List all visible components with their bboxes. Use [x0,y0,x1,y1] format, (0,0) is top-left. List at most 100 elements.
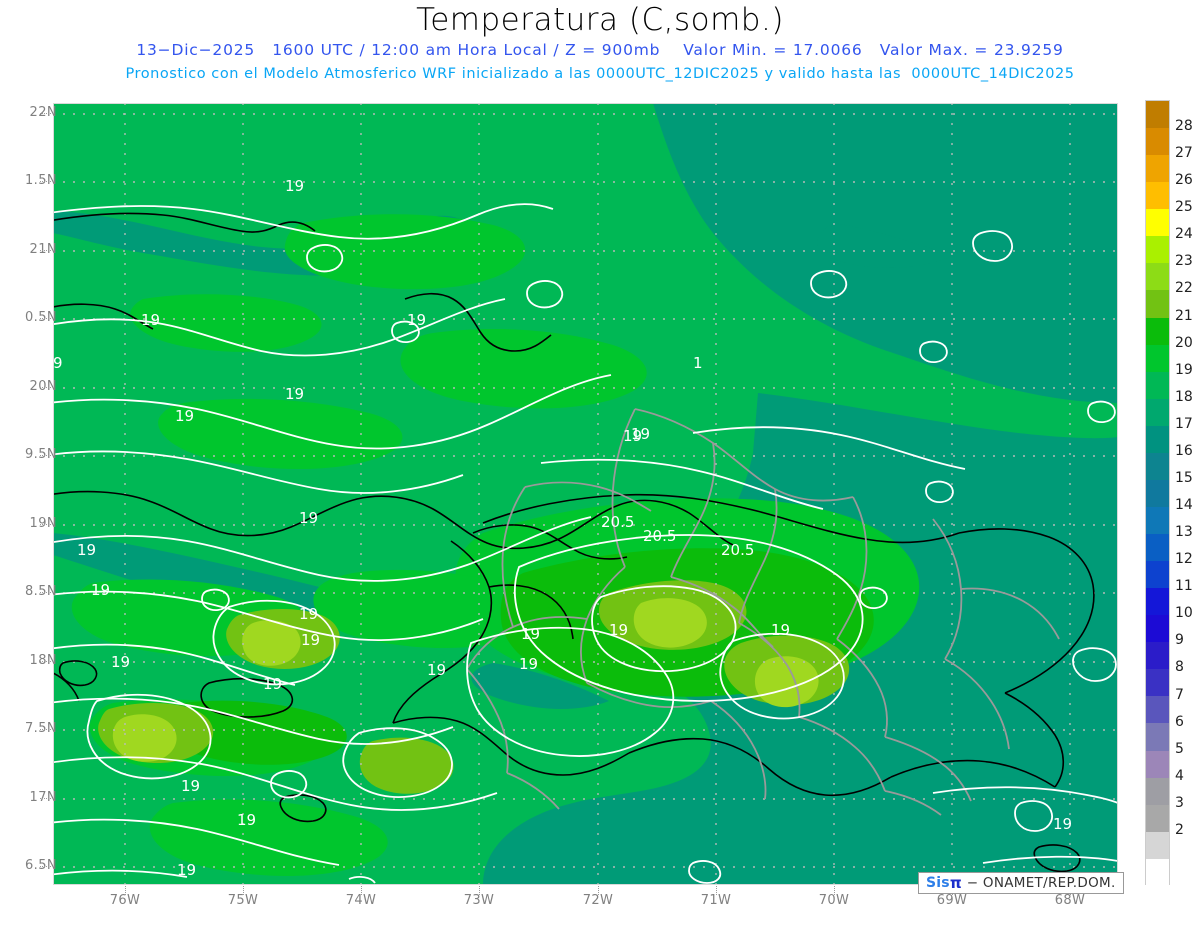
svg-text:19: 19 [299,509,318,527]
colorbar-band-4 [1146,777,1169,805]
colorbar-tick-15: 15 [1175,469,1193,486]
lat-label: 20N [29,379,57,394]
svg-text:19: 19 [177,861,196,879]
colorbar-band-9 [1146,642,1169,670]
colorbar-tick-11: 11 [1175,578,1193,595]
lat-label: 0.5N [25,310,57,325]
colorbar-band-8 [1146,669,1169,697]
svg-text:19: 19 [285,385,304,403]
colorbar-band-14 [1146,506,1169,534]
onamet-logo-badge: Sis π − ONAMET/REP.DOM. [918,872,1124,894]
province-border-layer [466,408,1060,816]
colorbar-tick-26: 26 [1175,172,1193,189]
colorbar-band-24 [1146,236,1169,264]
lat-tick [40,661,51,662]
lat-tick [40,798,51,799]
lat-label: 22N [29,105,57,120]
temperature-field-svg: 19 19 19 19 19 19 19 19 19 19 19 19 19 1… [53,103,1118,885]
colorbar-tick-17: 17 [1175,415,1193,432]
colorbar-tick-13: 13 [1175,524,1193,541]
svg-text:19: 19 [299,605,318,623]
lon-tick [243,886,244,895]
lon-label: 72W [582,893,614,908]
lat-tick [40,387,51,388]
svg-text:20.5: 20.5 [601,513,634,531]
colorbar-tick-5: 5 [1175,740,1184,757]
lon-label: 70W [818,893,850,908]
colorbar-tick-18: 18 [1175,388,1193,405]
colorbar-band-29 [1146,101,1169,129]
colorbar-tick-7: 7 [1175,686,1184,703]
svg-text:19: 19 [301,631,320,649]
lat-tick [40,866,51,867]
lon-tick [479,886,480,895]
lon-tick [834,886,835,895]
lat-tick [40,455,51,456]
colorbar[interactable] [1145,100,1170,886]
lat-label: 18N [29,653,57,668]
colorbar-tick-4: 4 [1175,767,1184,784]
svg-text:19: 19 [285,177,304,195]
svg-text:19: 19 [1053,815,1072,833]
svg-text:19: 19 [609,621,628,639]
colorbar-band-15 [1146,479,1169,507]
colorbar-band-1 [1146,858,1169,886]
colorbar-band-25 [1146,209,1169,237]
svg-text:19: 19 [263,675,282,693]
colorbar-band-13 [1146,534,1169,562]
svg-text:20.5: 20.5 [721,541,754,559]
svg-text:19: 19 [175,407,194,425]
lat-label: 17N [29,790,57,805]
colorbar-band-6 [1146,723,1169,751]
svg-text:19: 19 [141,311,160,329]
colorbar-tick-3: 3 [1175,794,1184,811]
colorbar-tick-16: 16 [1175,442,1193,459]
weather-map-plot[interactable]: 19 19 19 19 19 19 19 19 19 19 19 19 19 1… [53,103,1118,885]
colorbar-tick-12: 12 [1175,551,1193,568]
lon-label: 74W [345,893,377,908]
forecast-meta-line: 13−Dic−2025 1600 UTC / 12:00 am Hora Loc… [136,41,1064,59]
coastline-layer [53,212,1095,873]
colorbar-tick-9: 9 [1175,632,1184,649]
svg-text:19: 19 [77,541,96,559]
colorbar-band-19 [1146,371,1169,399]
lat-label: 19N [29,516,57,531]
logo-sis-text: Sis [926,875,950,891]
lon-label: 68W [1054,893,1086,908]
colorbar-band-27 [1146,155,1169,183]
colorbar-tick-28: 28 [1175,118,1193,135]
colorbar-tick-14: 14 [1175,497,1193,514]
logo-org-text: − ONAMET/REP.DOM. [966,875,1116,891]
svg-text:19: 19 [181,777,200,795]
colorbar-tick-21: 21 [1175,307,1193,324]
svg-text:19: 19 [427,661,446,679]
svg-text:20.5: 20.5 [643,527,676,545]
colorbar-band-23 [1146,263,1169,291]
colorbar-tick-24: 24 [1175,226,1193,243]
lat-tick [40,524,51,525]
lat-tick [40,592,51,593]
lat-tick [40,181,51,182]
colorbar-tick-20: 20 [1175,334,1193,351]
colorbar-tick-8: 8 [1175,659,1184,676]
colorbar-band-17 [1146,425,1169,453]
colorbar-tick-2: 2 [1175,821,1184,838]
lon-tick [598,886,599,895]
lon-label: 73W [463,893,495,908]
svg-text:19: 19 [631,425,650,443]
lat-label: 8.5N [25,584,57,599]
colorbar-band-20 [1146,344,1169,372]
svg-text:19: 19 [519,655,538,673]
pi-icon: π [949,874,962,892]
colorbar-tick-25: 25 [1175,199,1193,216]
svg-text:19: 19 [623,427,642,445]
lon-label: 71W [700,893,732,908]
lon-label: 69W [936,893,968,908]
colorbar-band-16 [1146,452,1169,480]
colorbar-band-7 [1146,696,1169,724]
model-info-line: Pronostico con el Modelo Atmosferico WRF… [125,66,1075,82]
lon-label: 76W [109,893,141,908]
lat-label: 7.5N [25,721,57,736]
svg-text:19: 19 [111,653,130,671]
colorbar-band-28 [1146,128,1169,156]
